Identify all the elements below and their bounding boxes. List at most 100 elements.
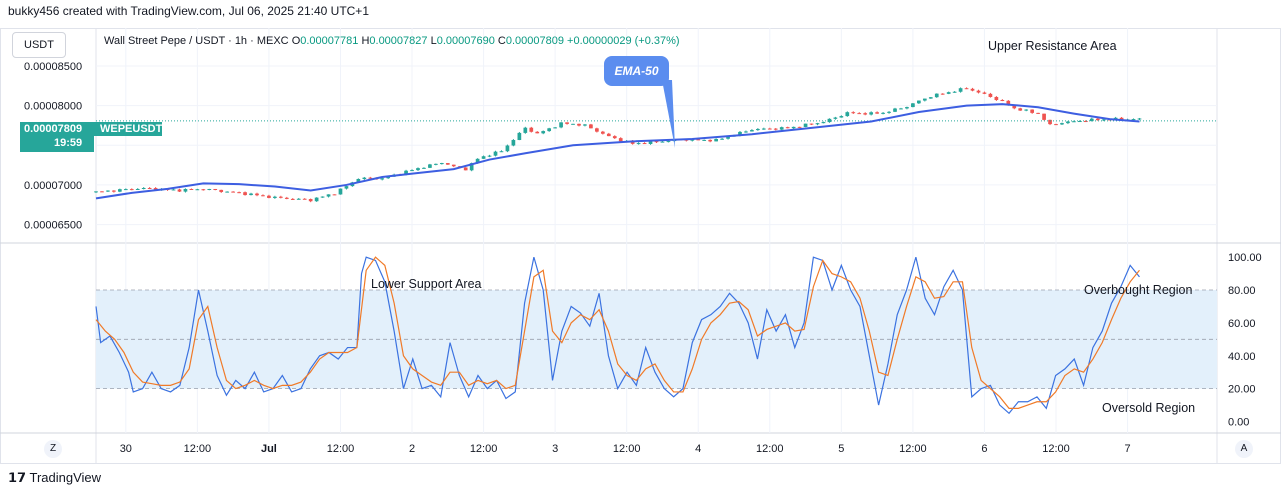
candle [141, 187, 146, 190]
low-value: 0.00007690 [436, 35, 495, 47]
candle [821, 121, 826, 124]
candle [952, 91, 957, 93]
candle-body [225, 191, 230, 193]
candle [1030, 109, 1035, 114]
candle-body [773, 128, 778, 130]
candle [559, 122, 563, 129]
candle-body [660, 141, 665, 143]
candle [338, 188, 343, 195]
candle-body [481, 156, 486, 159]
candle [308, 198, 313, 203]
candle [481, 155, 486, 159]
candle-body [940, 93, 945, 95]
stochastic-axis-label: 0.00 [1228, 416, 1249, 428]
timezone-button[interactable]: Z [44, 440, 62, 458]
grid-layer [0, 28, 1281, 464]
candle-body [231, 191, 235, 193]
candle [428, 163, 432, 169]
candle [517, 131, 522, 141]
candle-body [106, 190, 110, 192]
candle-body [422, 167, 426, 169]
candle [940, 93, 945, 95]
candle-body [523, 127, 528, 133]
candle [237, 191, 241, 194]
candle-body [982, 92, 987, 94]
candle [863, 112, 868, 116]
candle-body [255, 193, 259, 196]
candle-body [1101, 119, 1106, 121]
time-axis-label: 12:00 [613, 443, 641, 455]
candle-body [779, 127, 784, 130]
candle-body [595, 128, 599, 132]
candle [207, 188, 212, 191]
current-price-tag: 0.00007809 WEPEUSDT 19:59 [20, 122, 162, 152]
candle-body [964, 88, 969, 90]
candle-body [875, 112, 879, 114]
candle [982, 91, 987, 95]
candle-body [529, 127, 534, 132]
candle-body [469, 163, 474, 171]
candle [535, 131, 540, 134]
candle [1036, 112, 1040, 115]
stochastic-k-line [95, 256, 1140, 415]
candle-body [726, 136, 730, 139]
currency-button[interactable]: USDT [12, 32, 66, 58]
candle-body [505, 145, 510, 152]
candle [1078, 120, 1082, 123]
candle-body [636, 143, 641, 145]
time-axis-label: 12:00 [1042, 443, 1070, 455]
candle-body [857, 113, 862, 115]
candle [887, 111, 891, 114]
candle-body [869, 112, 874, 115]
candle [642, 142, 647, 145]
lower-support-label: Lower Support Area [371, 277, 482, 291]
candle-body [487, 155, 492, 157]
candle-body [129, 189, 134, 191]
candle-body [1030, 109, 1035, 113]
candle [511, 139, 516, 147]
candle-body [475, 158, 480, 164]
candle [708, 139, 713, 143]
candle [1000, 99, 1005, 102]
candle-body [887, 111, 891, 113]
candle [767, 127, 772, 130]
candle-body [654, 141, 659, 143]
candle [434, 163, 438, 166]
candle [94, 191, 98, 194]
candle [1072, 120, 1076, 123]
candle-body [213, 188, 218, 190]
candle [231, 191, 235, 193]
candle [851, 111, 856, 115]
open-label: O [291, 35, 301, 47]
candle-body [463, 167, 468, 171]
candle [314, 197, 319, 202]
candle-body [1078, 121, 1082, 123]
candle-body [380, 178, 385, 180]
candle [773, 127, 778, 131]
candle-body [761, 128, 766, 130]
candle-body [1018, 108, 1023, 111]
candle [1054, 123, 1058, 126]
candle [899, 107, 903, 110]
candle [505, 144, 510, 153]
time-axis-label: 7 [1124, 443, 1130, 455]
candle [320, 196, 325, 198]
candle-body [267, 195, 271, 198]
candle-body [1119, 117, 1124, 120]
candle-body [851, 112, 856, 114]
change-value: +0.00000029 (+0.37%) [567, 35, 680, 47]
candle-body [934, 93, 939, 98]
candle [302, 198, 307, 200]
candle [225, 191, 230, 193]
candle [869, 111, 874, 116]
candle-body [147, 188, 152, 190]
candle [129, 188, 134, 191]
symbol-label[interactable]: Wall Street Pepe / USDT · 1h · MEXC [104, 35, 289, 47]
candle-body [559, 122, 563, 128]
candle-body [911, 103, 915, 108]
candle [577, 123, 581, 127]
candle-body [606, 133, 611, 137]
candle [135, 188, 140, 190]
candle-body [219, 189, 224, 192]
auto-scale-button[interactable]: A [1235, 440, 1253, 458]
